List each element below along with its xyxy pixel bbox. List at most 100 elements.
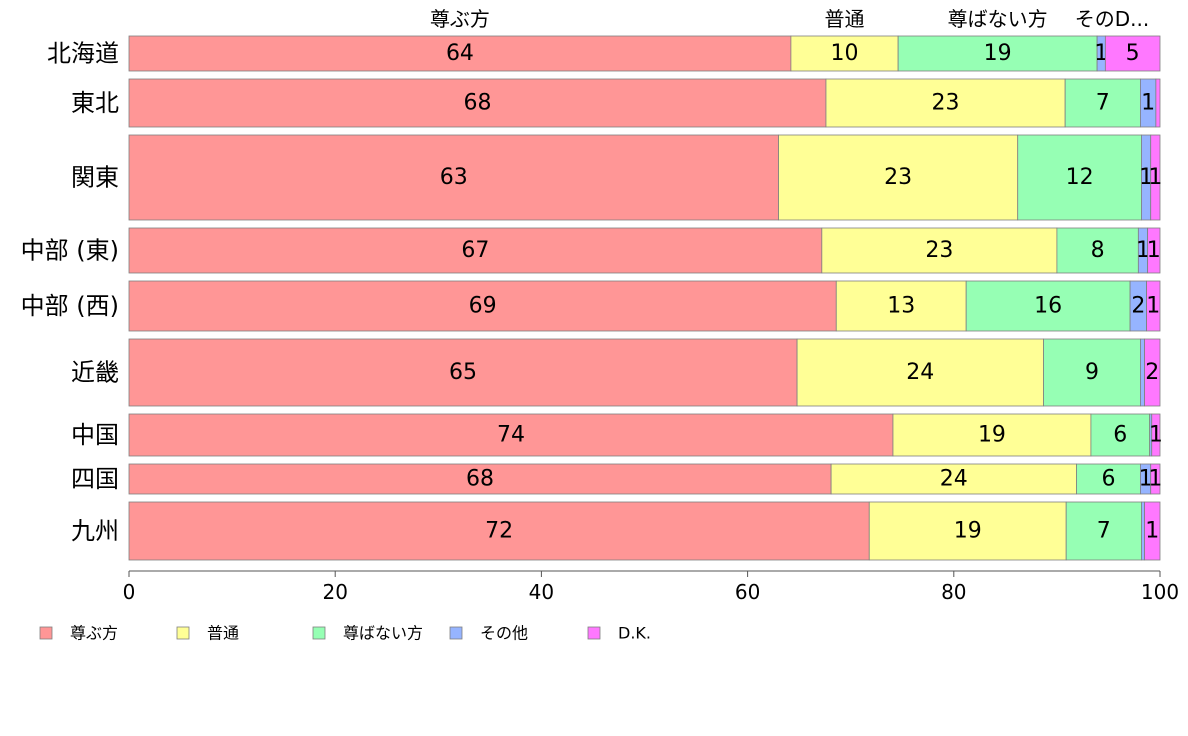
- bar-data-label: 63: [440, 165, 468, 190]
- bar-data-label: 7: [1097, 519, 1111, 544]
- bar-segment: [778, 134, 1019, 221]
- bar-data-label: 69: [469, 294, 497, 319]
- bar-data-label: 67: [461, 238, 489, 263]
- bar-data-label: 68: [463, 91, 491, 116]
- bar-data-label: 72: [485, 519, 513, 544]
- legend-label: D.K.: [618, 624, 651, 643]
- bar-segment: [1147, 227, 1161, 274]
- bar-data-label: 19: [984, 41, 1012, 66]
- bar-segment: [868, 501, 1067, 561]
- legend-swatch: [176, 626, 190, 640]
- bar-segment: [825, 78, 1066, 128]
- legend-swatch: [312, 626, 326, 640]
- bar-segment: [1140, 338, 1145, 407]
- bar-data-label: 12: [1066, 165, 1094, 190]
- bar-data-label: 23: [932, 91, 960, 116]
- bar-data-label: 74: [497, 423, 525, 448]
- bar-segment: [830, 463, 1077, 495]
- bar-segment: [1150, 463, 1161, 495]
- legend-label: 尊ぶ方: [70, 624, 118, 643]
- category-label: 中部 (西): [21, 292, 119, 320]
- bar-segment: [897, 35, 1098, 72]
- bar-segment: [821, 227, 1058, 274]
- x-tick-label: 80: [941, 580, 966, 604]
- category-label: 中国: [71, 421, 119, 449]
- bar-segment: [796, 338, 1044, 407]
- bar-data-label: 1: [1139, 165, 1153, 190]
- bar-data-label: 19: [978, 423, 1006, 448]
- bar-data-label: 13: [887, 294, 915, 319]
- bar-data-label: 1: [1094, 41, 1108, 66]
- bar-segment: [1043, 338, 1141, 407]
- legend-label: 普通: [207, 624, 239, 643]
- bar-segment: [1076, 463, 1141, 495]
- top-series-label: 尊ばない方: [948, 7, 1048, 31]
- bar-segment: [1144, 501, 1161, 561]
- bar-segment: [128, 501, 870, 561]
- bar-data-label: 1: [1149, 423, 1163, 448]
- bar-segment: [965, 280, 1131, 332]
- legend-swatch: [39, 626, 53, 640]
- bar-segment: [835, 280, 967, 332]
- top-labels: 尊ぶ方 普通 尊ばない方 そのD...: [430, 7, 1149, 31]
- top-series-label: 尊ぶ方: [430, 7, 490, 31]
- bar-segment: [1064, 78, 1141, 128]
- x-axis: 0 20 40 60 80 100: [123, 570, 1179, 604]
- bar-segment: [1146, 280, 1161, 332]
- bar-data-label: 24: [906, 360, 934, 385]
- x-tick-label: 0: [123, 580, 136, 604]
- bar-data-label: 19: [954, 519, 982, 544]
- bar-segment: [1090, 413, 1151, 457]
- bar-segment: [1150, 134, 1161, 221]
- bar-segment: [892, 413, 1092, 457]
- bar-segment: [1155, 78, 1161, 128]
- x-tick-label: 60: [735, 580, 760, 604]
- bar-data-label: 1: [1146, 294, 1160, 319]
- bar-data-label: 24: [940, 467, 968, 492]
- bar-segment: [1144, 338, 1161, 407]
- bar-data-label: 1: [1148, 165, 1162, 190]
- x-tick-label: 100: [1141, 580, 1179, 604]
- top-series-label: 普通: [825, 7, 865, 31]
- bar-data-label: 1: [1145, 519, 1159, 544]
- x-tick-label: 20: [322, 580, 347, 604]
- bar-segment: [128, 338, 798, 407]
- bar-segment: [128, 280, 837, 332]
- bar-segment: [128, 227, 823, 274]
- bar-segment: [128, 413, 894, 457]
- bar-data-label: 65: [449, 360, 477, 385]
- legend-label: その他: [480, 624, 528, 643]
- bar-data-label: 23: [884, 165, 912, 190]
- bar-data-label: 2: [1145, 360, 1159, 385]
- legend-swatch: [587, 626, 601, 640]
- top-series-label: そのD...: [1075, 7, 1149, 31]
- bar-data-label: 7: [1096, 91, 1110, 116]
- bar-data-label: 6: [1113, 423, 1127, 448]
- bar-data-label: 9: [1085, 360, 1099, 385]
- bar-data-label: 68: [466, 467, 494, 492]
- bar-data-label: 6: [1101, 467, 1115, 492]
- category-label: 東北: [71, 89, 119, 117]
- bar-segment: [128, 35, 792, 72]
- x-tick-label: 40: [529, 580, 554, 604]
- bar-data-label: 1: [1136, 238, 1150, 263]
- bar-segment: [1017, 134, 1142, 221]
- legend-label: 尊ばない方: [343, 624, 423, 643]
- bar-segment: [790, 35, 899, 72]
- bar-data-label: 10: [831, 41, 859, 66]
- bar-segment: [1104, 35, 1161, 72]
- bar-data-label: 5: [1126, 41, 1140, 66]
- bar-data-label: 16: [1034, 294, 1062, 319]
- category-label: 近畿: [71, 359, 119, 387]
- bar-data-label: 23: [925, 238, 953, 263]
- bar-data-label: 1: [1139, 467, 1153, 492]
- legend: 尊ぶ方 普通 尊ばない方 その他 D.K.: [39, 624, 651, 643]
- legend-swatch: [449, 626, 463, 640]
- category-label: 四国: [71, 465, 119, 493]
- bar-data-label: 8: [1091, 238, 1105, 263]
- bar-segment: [128, 463, 832, 495]
